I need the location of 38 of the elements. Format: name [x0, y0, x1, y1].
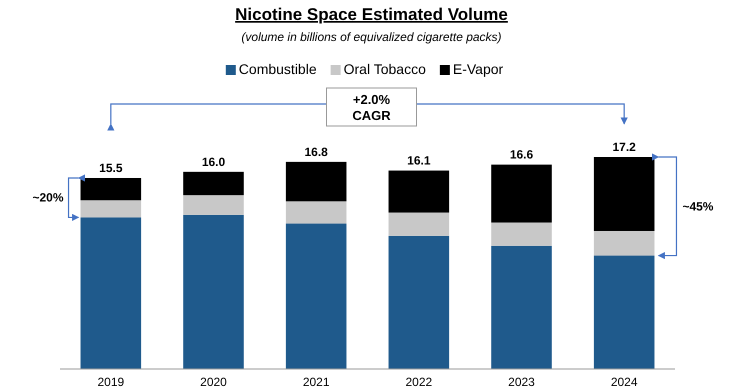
x-tick-label: 2019 — [97, 375, 124, 389]
bar — [80, 178, 142, 200]
annotation: 16.6 — [510, 148, 534, 162]
text: ~45% — [682, 199, 714, 214]
annotation: 16.8 — [304, 144, 328, 159]
annotation: 15.5 — [99, 160, 123, 175]
bar — [594, 256, 654, 369]
chart-subtitle: (volume in billions of equivalized cigarette packs) — [241, 30, 502, 44]
bar — [80, 200, 142, 218]
x-tick-label: 2023 — [508, 375, 536, 389]
x-tick-label: 2024 — [610, 375, 638, 389]
bar — [594, 230, 654, 256]
bar — [388, 236, 450, 369]
bar — [286, 162, 346, 202]
bar — [80, 217, 142, 369]
annotation: 16.0 — [202, 154, 226, 169]
x-tick-label: 2021 — [302, 375, 330, 389]
annotation: 17.2 — [612, 140, 636, 154]
chart-title: Nicotine Space Estimated Volume — [235, 5, 508, 24]
bar — [183, 172, 244, 196]
legend-label: Combustible — [238, 61, 317, 77]
bar — [286, 201, 346, 224]
bar — [491, 222, 552, 246]
x-tick-label: 2020 — [200, 375, 228, 389]
bar — [594, 157, 654, 231]
bar — [286, 224, 346, 369]
text: +2.0% CAGR — [352, 92, 392, 123]
bar — [388, 212, 450, 236]
annotation: ~20% — [32, 190, 64, 205]
legend-label: Oral Tobacco — [344, 61, 426, 77]
annotation: 16.1 — [407, 154, 431, 168]
legend-label: E-Vapor — [452, 61, 504, 77]
bar — [183, 214, 244, 369]
bar — [491, 246, 552, 369]
bar — [491, 164, 552, 223]
x-tick-label: 2022 — [405, 375, 433, 389]
bar — [183, 195, 244, 215]
bar — [388, 170, 450, 213]
